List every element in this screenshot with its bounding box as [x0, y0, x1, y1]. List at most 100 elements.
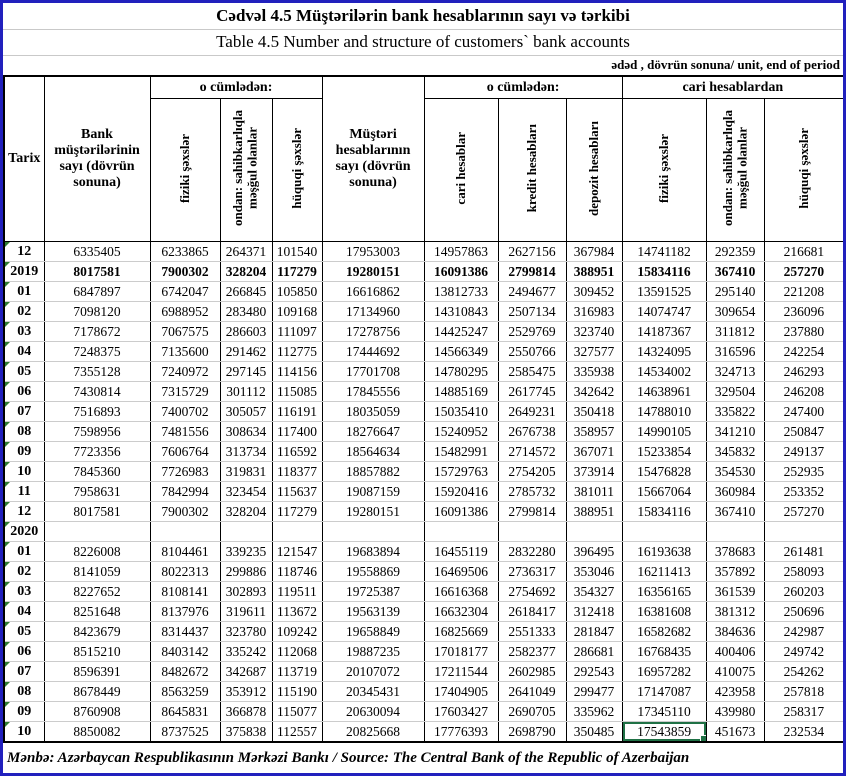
row-label-cell[interactable]: 02: [3, 301, 45, 322]
data-cell-cari[interactable]: 14957863: [423, 241, 499, 262]
data-cell-depozit[interactable]: 381011: [565, 481, 623, 502]
data-cell-huquqi-2[interactable]: 250847: [763, 421, 843, 442]
data-cell-huquqi-2[interactable]: 258317: [763, 701, 843, 722]
data-cell-cari[interactable]: 17776393: [423, 721, 499, 743]
data-cell-kredit[interactable]: 2507134: [497, 301, 567, 322]
data-cell-kredit[interactable]: 2585475: [497, 361, 567, 382]
data-cell-depozit[interactable]: 354327: [565, 581, 623, 602]
row-label-cell[interactable]: 01: [3, 281, 45, 302]
data-cell-fiziki-1[interactable]: 8108141: [149, 581, 221, 602]
data-cell-huquqi-1[interactable]: 118377: [271, 461, 323, 482]
row-label-cell[interactable]: 10: [3, 461, 45, 482]
data-cell-huquqi-2[interactable]: 249137: [763, 441, 843, 462]
fill-handle[interactable]: [699, 735, 706, 742]
row-label-cell[interactable]: 08: [3, 681, 45, 702]
data-cell-ondan-2[interactable]: 354530: [705, 461, 765, 482]
data-cell-cari[interactable]: 16632304: [423, 601, 499, 622]
data-cell-customer-accounts[interactable]: 19087159: [321, 481, 425, 502]
data-cell-cari[interactable]: 16616368: [423, 581, 499, 602]
data-cell-huquqi-2[interactable]: 254262: [763, 661, 843, 682]
row-label-cell[interactable]: 10: [3, 721, 45, 743]
data-cell-depozit[interactable]: [565, 521, 623, 542]
data-cell-bank-customers[interactable]: 8227652: [43, 581, 151, 602]
data-cell-depozit[interactable]: 367984: [565, 241, 623, 262]
data-cell-bank-customers[interactable]: 8423679: [43, 621, 151, 642]
data-cell-bank-customers[interactable]: [43, 521, 151, 542]
data-cell-ondan-1[interactable]: 297145: [219, 361, 273, 382]
data-cell-fiziki-1[interactable]: 7400702: [149, 401, 221, 422]
data-cell-fiziki-1[interactable]: 8104461: [149, 541, 221, 562]
data-cell-customer-accounts[interactable]: 20107072: [321, 661, 425, 682]
data-cell-bank-customers[interactable]: 7248375: [43, 341, 151, 362]
data-cell-bank-customers[interactable]: 7723356: [43, 441, 151, 462]
data-cell-fiziki-2[interactable]: 14788010: [621, 401, 707, 422]
data-cell-kredit[interactable]: 2714572: [497, 441, 567, 462]
data-cell-kredit[interactable]: 2690705: [497, 701, 567, 722]
data-cell-fiziki-2[interactable]: 15834116: [621, 261, 707, 282]
col-header-huquqi-2[interactable]: hüquqi şəxslər: [763, 98, 843, 242]
data-cell-fiziki-2[interactable]: 14990105: [621, 421, 707, 442]
row-label-cell[interactable]: 03: [3, 321, 45, 342]
data-cell-cari[interactable]: 16091386: [423, 261, 499, 282]
data-cell-depozit[interactable]: 373914: [565, 461, 623, 482]
row-label-cell[interactable]: 04: [3, 601, 45, 622]
data-cell-ondan-1[interactable]: 328204: [219, 261, 273, 282]
data-cell-depozit[interactable]: 327577: [565, 341, 623, 362]
data-cell-bank-customers[interactable]: 8596391: [43, 661, 151, 682]
data-cell-fiziki-2[interactable]: 16193638: [621, 541, 707, 562]
data-cell-huquqi-1[interactable]: 113719: [271, 661, 323, 682]
col-header-huquqi-1[interactable]: hüquqi şəxslər: [271, 98, 323, 242]
data-cell-customer-accounts[interactable]: 19280151: [321, 261, 425, 282]
data-cell-ondan-2[interactable]: 384636: [705, 621, 765, 642]
data-cell-ondan-1[interactable]: 335242: [219, 641, 273, 662]
data-cell-huquqi-1[interactable]: 119511: [271, 581, 323, 602]
data-cell-huquqi-1[interactable]: 115637: [271, 481, 323, 502]
data-cell-fiziki-1[interactable]: 6233865: [149, 241, 221, 262]
data-cell-huquqi-1[interactable]: 111097: [271, 321, 323, 342]
data-cell-ondan-2[interactable]: 341210: [705, 421, 765, 442]
data-cell-huquqi-1[interactable]: 116592: [271, 441, 323, 462]
data-cell-depozit[interactable]: 309452: [565, 281, 623, 302]
data-cell-ondan-2[interactable]: 423958: [705, 681, 765, 702]
data-cell-kredit[interactable]: 2627156: [497, 241, 567, 262]
col-header-ondan-2[interactable]: ondan: sahibkarlıqla məşğul olanlar: [705, 98, 765, 242]
data-cell-huquqi-1[interactable]: [271, 521, 323, 542]
col-header-fiziki-1[interactable]: fiziki şəxslər: [149, 98, 221, 242]
data-cell-depozit[interactable]: 335938: [565, 361, 623, 382]
data-cell-depozit[interactable]: 312418: [565, 601, 623, 622]
col-header-bank-customers[interactable]: Bank müştərilərinin sayı (dövrün sonuna): [43, 75, 151, 242]
data-cell-kredit[interactable]: [497, 521, 567, 542]
data-cell-huquqi-2[interactable]: 261481: [763, 541, 843, 562]
row-label-cell[interactable]: 05: [3, 361, 45, 382]
data-cell-depozit[interactable]: 281847: [565, 621, 623, 642]
data-cell-ondan-2[interactable]: 439980: [705, 701, 765, 722]
data-cell-fiziki-2[interactable]: 17345110: [621, 701, 707, 722]
data-cell-huquqi-1[interactable]: 118746: [271, 561, 323, 582]
data-cell-cari[interactable]: 14566349: [423, 341, 499, 362]
data-cell-huquqi-1[interactable]: 121547: [271, 541, 323, 562]
data-cell-bank-customers[interactable]: 8226008: [43, 541, 151, 562]
data-cell-huquqi-2[interactable]: 252935: [763, 461, 843, 482]
data-cell-depozit[interactable]: 299477: [565, 681, 623, 702]
data-cell-ondan-1[interactable]: [219, 521, 273, 542]
data-cell-huquqi-1[interactable]: 115077: [271, 701, 323, 722]
data-cell-ondan-1[interactable]: 323454: [219, 481, 273, 502]
data-cell-bank-customers[interactable]: 8678449: [43, 681, 151, 702]
data-cell-fiziki-1[interactable]: 7481556: [149, 421, 221, 442]
data-cell-ondan-1[interactable]: 266845: [219, 281, 273, 302]
data-cell-ondan-2[interactable]: 345832: [705, 441, 765, 462]
data-cell-bank-customers[interactable]: 7178672: [43, 321, 151, 342]
data-cell-ondan-1[interactable]: 302893: [219, 581, 273, 602]
row-label-cell[interactable]: 07: [3, 661, 45, 682]
data-cell-ondan-2[interactable]: 357892: [705, 561, 765, 582]
row-label-cell[interactable]: 06: [3, 381, 45, 402]
data-cell-huquqi-1[interactable]: 109242: [271, 621, 323, 642]
data-cell-fiziki-1[interactable]: 7842994: [149, 481, 221, 502]
data-cell-kredit[interactable]: 2641049: [497, 681, 567, 702]
data-cell-ondan-2[interactable]: 295140: [705, 281, 765, 302]
data-cell-fiziki-2[interactable]: 14534002: [621, 361, 707, 382]
data-cell-fiziki-2[interactable]: 15667064: [621, 481, 707, 502]
data-cell-ondan-1[interactable]: 319611: [219, 601, 273, 622]
data-cell-kredit[interactable]: 2617745: [497, 381, 567, 402]
data-cell-ondan-2[interactable]: 378683: [705, 541, 765, 562]
